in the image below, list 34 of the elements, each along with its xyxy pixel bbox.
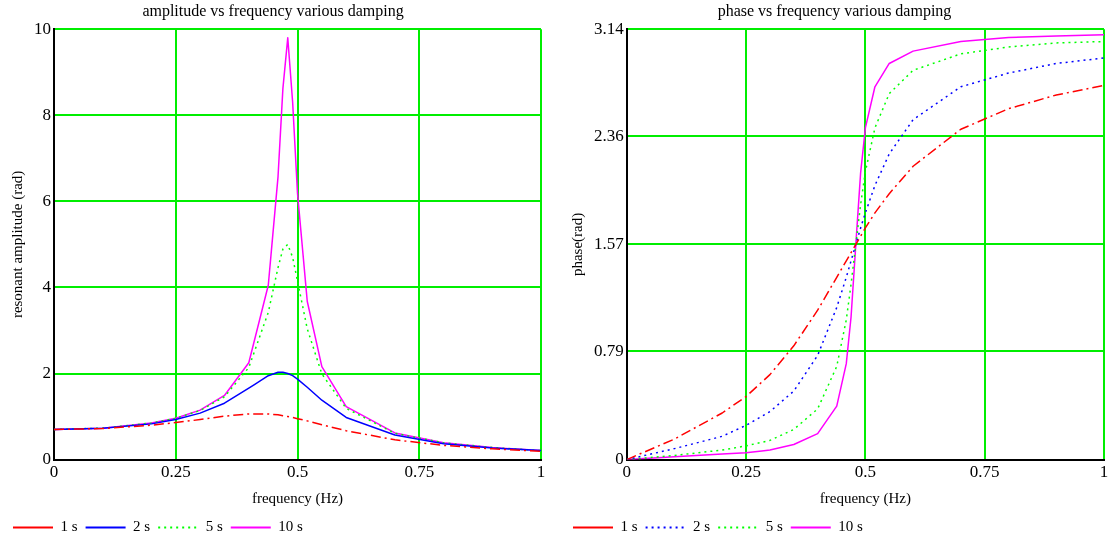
x-tick-label: 0.75 <box>969 462 1000 482</box>
y-tick-label: 4 <box>42 276 52 296</box>
legend-label: 5 s <box>765 518 783 535</box>
y-tick-label: 2 <box>42 362 51 382</box>
chart-title: amplitude vs frequency various damping <box>142 1 404 20</box>
legend-label: 10 s <box>278 518 304 535</box>
x-axis-title: frequency (Hz) <box>819 489 911 507</box>
x-axis-title: frequency (Hz) <box>251 489 344 507</box>
legend-label: 1 s <box>60 518 78 535</box>
y-tick-label: 10 <box>34 18 51 38</box>
y-tick-label: 1.57 <box>594 233 625 253</box>
y-tick-label: 3.14 <box>594 18 625 38</box>
x-tick-label: 1 <box>536 462 546 482</box>
legend-label: 10 s <box>838 518 864 535</box>
x-tick-label: 0.25 <box>160 462 191 482</box>
y-tick-label: 8 <box>42 104 51 124</box>
y-tick-label: 6 <box>42 190 51 210</box>
y-tick-label: 0 <box>615 449 624 469</box>
legend-label: 2 s <box>693 518 711 535</box>
legend-label: 1 s <box>620 518 638 535</box>
x-tick-label: 0.75 <box>404 462 435 482</box>
line-series <box>54 413 541 453</box>
y-tick-label: 0 <box>42 449 51 469</box>
chart-title: phase vs frequency various damping <box>717 1 952 20</box>
y-tick-label: 2.36 <box>594 125 624 145</box>
x-tick-label: 0.5 <box>854 462 876 482</box>
x-tick-label: 1 <box>1099 462 1109 482</box>
y-axis-title: phase(rad) <box>568 212 586 277</box>
x-tick-label: 0.25 <box>731 462 761 482</box>
legend-label: 2 s <box>133 518 151 535</box>
y-axis-title: resonant amplitude (rad) <box>8 170 26 319</box>
legend-label: 5 s <box>205 518 223 535</box>
x-tick-label: 0.5 <box>286 462 309 482</box>
y-tick-label: 0.79 <box>594 340 624 360</box>
